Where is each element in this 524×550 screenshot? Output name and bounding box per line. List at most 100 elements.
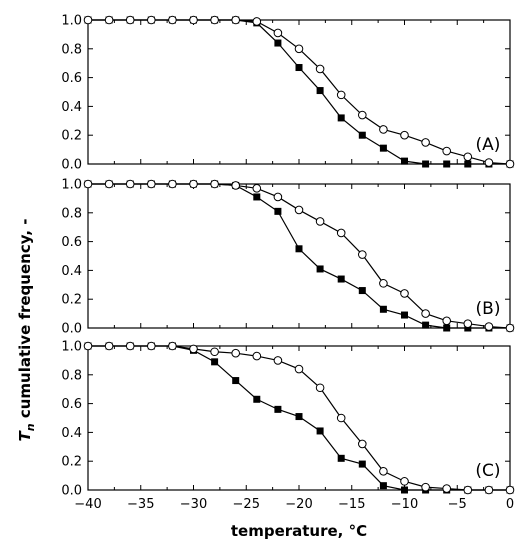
y-tick-label: 0.6 xyxy=(61,235,82,250)
data-point-square xyxy=(422,160,430,168)
y-tick-label: 0.2 xyxy=(61,293,82,308)
series-line-0 xyxy=(88,183,510,329)
panel-frame xyxy=(87,183,511,329)
data-point-circle xyxy=(210,179,219,189)
data-point-square xyxy=(232,377,240,385)
y-tick-label: 0.0 xyxy=(61,158,82,173)
data-point-circle xyxy=(505,485,515,495)
data-point-circle xyxy=(315,217,325,226)
data-point-circle xyxy=(442,146,452,156)
y-tick-label: 0.2 xyxy=(61,129,82,144)
data-point-circle xyxy=(231,348,240,358)
data-point-circle xyxy=(104,15,114,25)
data-point-circle xyxy=(252,184,262,193)
data-point-square xyxy=(358,287,366,295)
data-point-circle xyxy=(421,482,430,492)
data-point-circle xyxy=(315,64,325,74)
data-point-circle xyxy=(273,192,283,202)
y-tick-label: 0.4 xyxy=(61,100,82,115)
data-point-square xyxy=(464,324,472,332)
data-point-circle xyxy=(315,383,325,393)
data-point-square xyxy=(379,305,387,313)
y-tick-label: 0.4 xyxy=(61,264,82,279)
data-point-circle xyxy=(358,250,367,259)
y-axis-label: Tn cumulative frequency, - xyxy=(16,219,37,442)
data-point-square xyxy=(274,405,282,413)
data-point-circle xyxy=(442,316,452,326)
x-tick-label: −30 xyxy=(180,497,207,512)
data-point-circle xyxy=(83,341,93,351)
data-point-square xyxy=(274,207,282,215)
data-point-square xyxy=(422,321,430,329)
data-point-square xyxy=(337,454,345,462)
y-axis-label-rest: cumulative frequency, - xyxy=(16,219,34,424)
data-point-square xyxy=(379,482,387,490)
data-point-circle xyxy=(400,289,409,298)
data-point-circle xyxy=(147,179,156,189)
data-point-circle xyxy=(442,484,452,493)
data-point-circle xyxy=(484,485,494,495)
data-point-square xyxy=(401,157,408,165)
data-point-circle xyxy=(83,179,93,189)
data-point-circle xyxy=(210,15,219,25)
y-tick-label: 0.8 xyxy=(61,206,82,221)
data-point-circle xyxy=(104,179,114,189)
data-point-square xyxy=(358,460,366,468)
data-point-circle xyxy=(336,90,346,100)
data-point-circle xyxy=(273,28,283,38)
panel-frame xyxy=(87,19,511,165)
data-point-circle xyxy=(210,347,219,357)
data-point-square xyxy=(401,311,408,319)
panel-1: 0.0 0.2 0.4 0.6 0.8 1.0 (B) xyxy=(61,178,515,337)
y-tick-label: 0.0 xyxy=(61,484,82,499)
x-tick-label: −35 xyxy=(127,497,154,512)
data-point-circle xyxy=(463,485,473,495)
data-point-square xyxy=(274,39,282,47)
y-tick-label: 0.8 xyxy=(61,42,82,57)
data-point-circle xyxy=(379,466,388,476)
data-point-circle xyxy=(336,228,346,238)
series-line-1 xyxy=(88,19,511,165)
data-point-square xyxy=(253,395,261,403)
data-point-circle xyxy=(147,15,156,25)
y-tick-label: 1.0 xyxy=(61,340,82,355)
series-line-0 xyxy=(88,19,510,165)
data-point-circle xyxy=(168,179,177,189)
data-point-circle xyxy=(421,138,430,147)
x-tick-label: −5 xyxy=(448,497,467,512)
data-point-square xyxy=(211,358,219,366)
data-point-circle xyxy=(294,44,304,54)
panel-0: 0.0 0.2 0.4 0.6 0.8 1.0 (A) xyxy=(61,14,515,173)
data-point-square xyxy=(316,265,324,273)
data-point-square xyxy=(316,427,324,435)
data-point-square xyxy=(316,87,324,95)
x-tick-label: 0 xyxy=(506,497,514,512)
x-tick-label: −20 xyxy=(285,497,312,512)
y-tick-label: 1.0 xyxy=(61,14,82,29)
data-point-circle xyxy=(505,323,515,333)
data-point-circle xyxy=(273,356,283,365)
data-point-circle xyxy=(189,344,198,354)
data-point-circle xyxy=(168,15,177,25)
y-axis-label-main: T xyxy=(16,429,34,441)
data-point-circle xyxy=(168,341,177,351)
data-point-circle xyxy=(421,309,430,318)
y-tick-label: 0.6 xyxy=(61,71,82,86)
data-point-square xyxy=(295,245,303,253)
y-tick-label: 1.0 xyxy=(61,178,82,193)
data-point-square xyxy=(464,160,472,168)
data-point-square xyxy=(253,193,261,201)
data-point-circle xyxy=(147,341,156,351)
data-point-circle xyxy=(294,364,304,374)
data-point-square xyxy=(379,144,387,152)
data-point-circle xyxy=(104,341,114,351)
data-point-square xyxy=(337,114,345,122)
panel-label: (C) xyxy=(475,461,500,481)
data-point-circle xyxy=(505,159,515,169)
y-axis-label-sub: n xyxy=(24,423,37,431)
panels-group: 0.0 0.2 0.4 0.6 0.8 1.0 (A) 0.0 0.2 0.4 0.6 0.8 1.0 (… xyxy=(61,14,515,512)
data-point-circle xyxy=(125,341,135,351)
x-tick-label: −15 xyxy=(338,497,365,512)
y-tick-label: 0.4 xyxy=(61,426,82,441)
data-point-square xyxy=(401,486,408,494)
